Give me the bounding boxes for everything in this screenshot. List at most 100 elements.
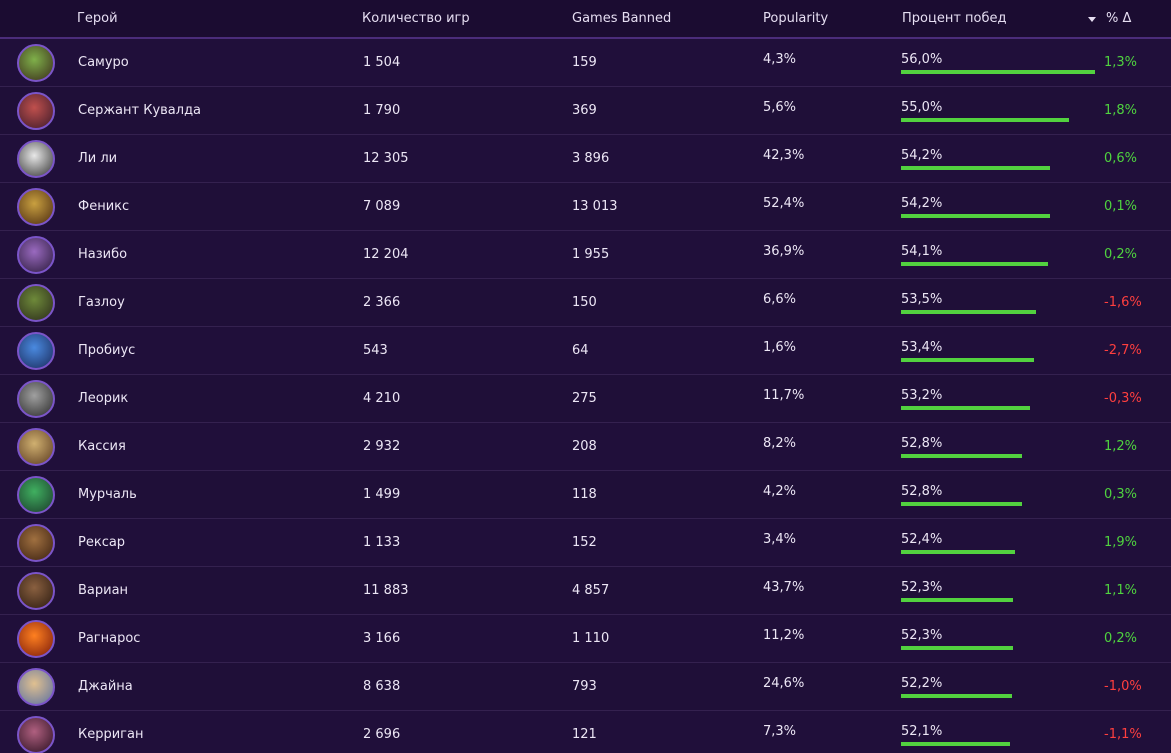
games-banned: 121	[572, 727, 597, 742]
win-rate-delta: 0,2%	[1104, 631, 1138, 646]
win-rate: 52,2%	[901, 676, 943, 691]
hero-name: Пробиус	[78, 343, 136, 358]
table-row: Рагнарос 3 166 1 110 11,2% 52,3% 0,2%	[0, 615, 1171, 663]
table-row: Кассия 2 932 208 8,2% 52,8% 1,2%	[0, 423, 1171, 471]
popularity: 36,9%	[763, 244, 805, 259]
win-rate: 52,3%	[901, 628, 943, 643]
column-header[interactable]: Popularity	[763, 11, 829, 26]
hero-name: Феникс	[78, 199, 130, 214]
hero-name: Джайна	[78, 679, 133, 694]
win-rate: 53,4%	[901, 340, 943, 355]
win-rate-delta: 1,3%	[1104, 55, 1138, 70]
column-header[interactable]: % Δ	[1106, 11, 1132, 26]
table-row: Назибо 12 204 1 955 36,9% 54,1% 0,2%	[0, 231, 1171, 279]
popularity: 4,3%	[763, 52, 797, 67]
games-count: 543	[363, 343, 388, 358]
popularity: 8,2%	[763, 436, 797, 451]
hero-name: Ли ли	[78, 151, 118, 166]
hero-avatar	[17, 188, 55, 226]
win-rate-bar	[901, 742, 1010, 746]
games-count: 12 305	[363, 151, 409, 166]
win-rate-delta: -0,3%	[1104, 391, 1142, 406]
hero-avatar	[17, 668, 55, 706]
hero-avatar	[17, 140, 55, 178]
table-row: Ли ли 12 305 3 896 42,3% 54,2% 0,6%	[0, 135, 1171, 183]
games-count: 2 696	[363, 727, 401, 742]
table-row: Леорик 4 210 275 11,7% 53,2% -0,3%	[0, 375, 1171, 423]
popularity: 24,6%	[763, 676, 805, 691]
win-rate: 54,1%	[901, 244, 943, 259]
win-rate-bar	[901, 214, 1051, 218]
games-banned: 3 896	[572, 151, 610, 166]
win-rate-delta: 0,1%	[1104, 199, 1138, 214]
hero-avatar	[17, 92, 55, 130]
win-rate: 54,2%	[901, 148, 943, 163]
games-banned: 275	[572, 391, 597, 406]
win-rate-bar	[901, 310, 1036, 314]
games-count: 8 638	[363, 679, 401, 694]
table-row: Вариан 11 883 4 857 43,7% 52,3% 1,1%	[0, 567, 1171, 615]
column-header[interactable]: Герой	[77, 11, 118, 26]
popularity: 6,6%	[763, 292, 797, 307]
table-row: Самуро 1 504 159 4,3% 56,0% 1,3%	[0, 39, 1171, 87]
games-banned: 1 110	[572, 631, 610, 646]
games-count: 2 932	[363, 439, 401, 454]
games-count: 11 883	[363, 583, 409, 598]
column-header[interactable]: Количество игр	[362, 11, 470, 26]
hero-name: Вариан	[78, 583, 129, 598]
hero-name: Рексар	[78, 535, 126, 550]
games-banned: 150	[572, 295, 597, 310]
hero-name: Газлоу	[78, 295, 125, 310]
hero-avatar	[17, 44, 55, 82]
win-rate: 53,2%	[901, 388, 943, 403]
win-rate: 52,3%	[901, 580, 943, 595]
popularity: 3,4%	[763, 532, 797, 547]
win-rate: 55,0%	[901, 100, 943, 115]
win-rate-bar	[901, 502, 1023, 506]
hero-name: Мурчаль	[78, 487, 137, 502]
popularity: 1,6%	[763, 340, 797, 355]
games-banned: 369	[572, 103, 597, 118]
games-banned: 159	[572, 55, 597, 70]
win-rate-delta: 0,6%	[1104, 151, 1138, 166]
hero-name: Кассия	[78, 439, 126, 454]
win-rate-bar	[901, 358, 1034, 362]
win-rate-delta: 0,2%	[1104, 247, 1138, 262]
win-rate-delta: -1,0%	[1104, 679, 1142, 694]
win-rate-bar	[901, 118, 1069, 122]
games-count: 1 133	[363, 535, 401, 550]
win-rate: 54,2%	[901, 196, 943, 211]
win-rate-bar	[901, 598, 1014, 602]
table-row: Мурчаль 1 499 118 4,2% 52,8% 0,3%	[0, 471, 1171, 519]
games-banned: 64	[572, 343, 589, 358]
games-count: 7 089	[363, 199, 401, 214]
win-rate: 53,5%	[901, 292, 943, 307]
win-rate-bar	[901, 70, 1095, 74]
games-banned: 208	[572, 439, 597, 454]
popularity: 43,7%	[763, 580, 805, 595]
sort-arrow[interactable]	[1088, 17, 1096, 22]
win-rate-delta: 1,9%	[1104, 535, 1138, 550]
win-rate: 56,0%	[901, 52, 943, 67]
win-rate-bar	[901, 550, 1015, 554]
win-rate: 52,8%	[901, 484, 943, 499]
hero-avatar	[17, 236, 55, 274]
table-header: Герой Количество игр Games Banned Popula…	[0, 0, 1171, 39]
win-rate-bar	[901, 646, 1014, 650]
win-rate: 52,1%	[901, 724, 943, 739]
win-rate-delta: 1,1%	[1104, 583, 1138, 598]
column-header[interactable]: Games Banned	[572, 11, 672, 26]
games-banned: 793	[572, 679, 597, 694]
column-header[interactable]: Процент побед	[902, 11, 1007, 26]
hero-name: Самуро	[78, 55, 129, 70]
games-banned: 118	[572, 487, 597, 502]
win-rate-delta: -2,7%	[1104, 343, 1142, 358]
win-rate-delta: 1,8%	[1104, 103, 1138, 118]
hero-avatar	[17, 284, 55, 322]
popularity: 42,3%	[763, 148, 805, 163]
table-row: Рексар 1 133 152 3,4% 52,4% 1,9%	[0, 519, 1171, 567]
hero-avatar	[17, 428, 55, 466]
hero-avatar	[17, 380, 55, 418]
win-rate-delta: 0,3%	[1104, 487, 1138, 502]
